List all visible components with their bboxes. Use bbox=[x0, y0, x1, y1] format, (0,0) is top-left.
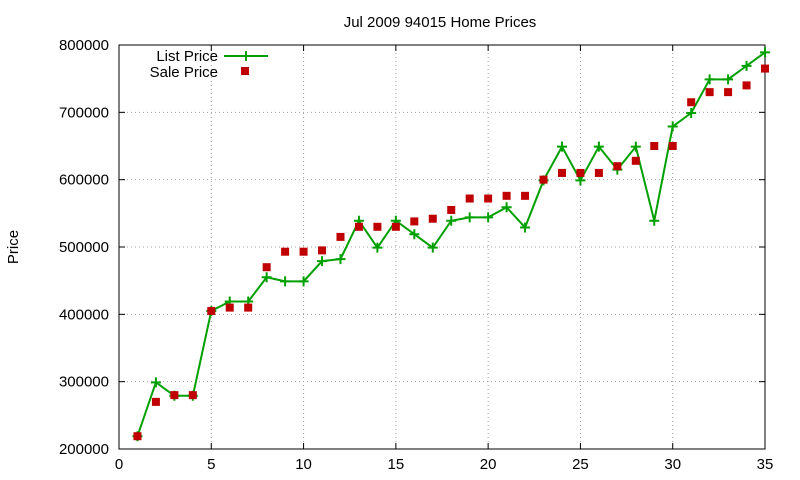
x-tick-label: 20 bbox=[480, 456, 497, 473]
sale-price-point bbox=[354, 222, 363, 231]
y-axis-label: Price bbox=[5, 230, 22, 264]
list-price-point bbox=[427, 242, 438, 253]
list-price-point bbox=[649, 215, 660, 226]
y-tick-label: 700000 bbox=[59, 104, 109, 121]
sale-price-point bbox=[188, 391, 197, 400]
list-price-point bbox=[501, 202, 512, 213]
axis-ticks bbox=[118, 44, 766, 450]
x-tick-label: 25 bbox=[572, 456, 589, 473]
x-tick-label: 35 bbox=[757, 456, 774, 473]
legend-marker-list-price bbox=[241, 51, 251, 61]
y-tick-label: 600000 bbox=[59, 172, 109, 189]
list-price-point bbox=[464, 212, 475, 223]
list-price-point bbox=[760, 47, 770, 58]
sale-price-point bbox=[539, 175, 548, 184]
x-tick-label: 0 bbox=[115, 456, 123, 473]
list-price-point bbox=[261, 272, 272, 283]
list-price-point bbox=[520, 222, 531, 233]
y-tick-label: 300000 bbox=[59, 374, 109, 391]
sale-price-point bbox=[650, 142, 659, 150]
y-tick-label: 800000 bbox=[59, 37, 109, 54]
sale-price-point bbox=[281, 247, 290, 256]
chart-title: Jul 2009 94015 Home Prices bbox=[344, 14, 537, 31]
sale-price-point bbox=[207, 306, 216, 315]
sale-price-point bbox=[742, 81, 751, 90]
sale-price-point bbox=[373, 222, 382, 231]
legend: List Price Sale Price bbox=[150, 48, 268, 81]
list-price-point bbox=[704, 74, 715, 85]
sale-price-point bbox=[465, 194, 474, 203]
x-tick-label: 5 bbox=[207, 456, 215, 473]
sale-price-point bbox=[613, 162, 622, 171]
sale-price-point bbox=[484, 194, 493, 203]
x-tick-label: 10 bbox=[295, 456, 312, 473]
sale-price-point bbox=[170, 391, 179, 400]
grid bbox=[119, 45, 765, 449]
list-price-point bbox=[556, 141, 567, 152]
sale-price-point bbox=[262, 263, 271, 272]
sale-price-point bbox=[705, 88, 714, 97]
list-price-point bbox=[686, 108, 697, 119]
sale-price-point bbox=[244, 303, 253, 312]
list-price-point bbox=[409, 229, 420, 240]
sale-price-point bbox=[668, 142, 677, 150]
list-price-point bbox=[372, 242, 383, 253]
list-price-point bbox=[150, 377, 161, 388]
sale-price-point bbox=[687, 98, 696, 107]
legend-marker-sale-price bbox=[241, 67, 249, 75]
sale-price-point bbox=[576, 168, 585, 177]
legend-label-sale-price: Sale Price bbox=[150, 64, 218, 81]
list-price-line bbox=[136, 51, 766, 437]
sale-price-point bbox=[318, 246, 327, 255]
sale-price-point bbox=[410, 217, 419, 226]
y-tick-label: 200000 bbox=[59, 441, 109, 458]
list-price-point bbox=[483, 212, 494, 223]
x-tick-label: 30 bbox=[664, 456, 681, 473]
legend-label-list-price: List Price bbox=[156, 48, 218, 65]
x-tick-label: 15 bbox=[388, 456, 405, 473]
list-price-point bbox=[446, 215, 457, 226]
sale-price-point bbox=[761, 64, 769, 73]
sale-price-point bbox=[151, 397, 160, 406]
list-price-point bbox=[667, 121, 678, 132]
sale-price-point bbox=[557, 168, 566, 177]
list-price-point bbox=[630, 141, 641, 152]
list-price-point bbox=[335, 254, 346, 265]
y-tick-label: 500000 bbox=[59, 239, 109, 256]
sale-price-point bbox=[631, 156, 640, 165]
series bbox=[132, 47, 770, 442]
list-price-point bbox=[593, 141, 604, 152]
list-price-point bbox=[317, 256, 328, 267]
sale-price-point bbox=[428, 214, 437, 223]
sale-price-point bbox=[594, 168, 603, 177]
axis-tick-labels: 0 5 10 15 20 25 30 35 200000 300000 400000 500000 60… bbox=[59, 37, 773, 473]
sale-price-point bbox=[724, 88, 733, 97]
sale-price-point bbox=[299, 247, 308, 256]
sale-price-point bbox=[225, 303, 234, 312]
sale-price-point bbox=[521, 191, 530, 200]
list-price-point bbox=[280, 276, 291, 287]
list-price-point bbox=[575, 175, 586, 186]
sale-price-point bbox=[133, 432, 142, 441]
y-tick-label: 400000 bbox=[59, 306, 109, 323]
sale-price-point bbox=[391, 222, 400, 231]
list-price-point bbox=[298, 276, 309, 287]
sale-price-point bbox=[502, 191, 511, 200]
sale-price-point bbox=[336, 232, 345, 241]
list-price-point bbox=[741, 60, 752, 71]
sale-price-point bbox=[447, 205, 456, 214]
list-price-point bbox=[723, 74, 734, 85]
